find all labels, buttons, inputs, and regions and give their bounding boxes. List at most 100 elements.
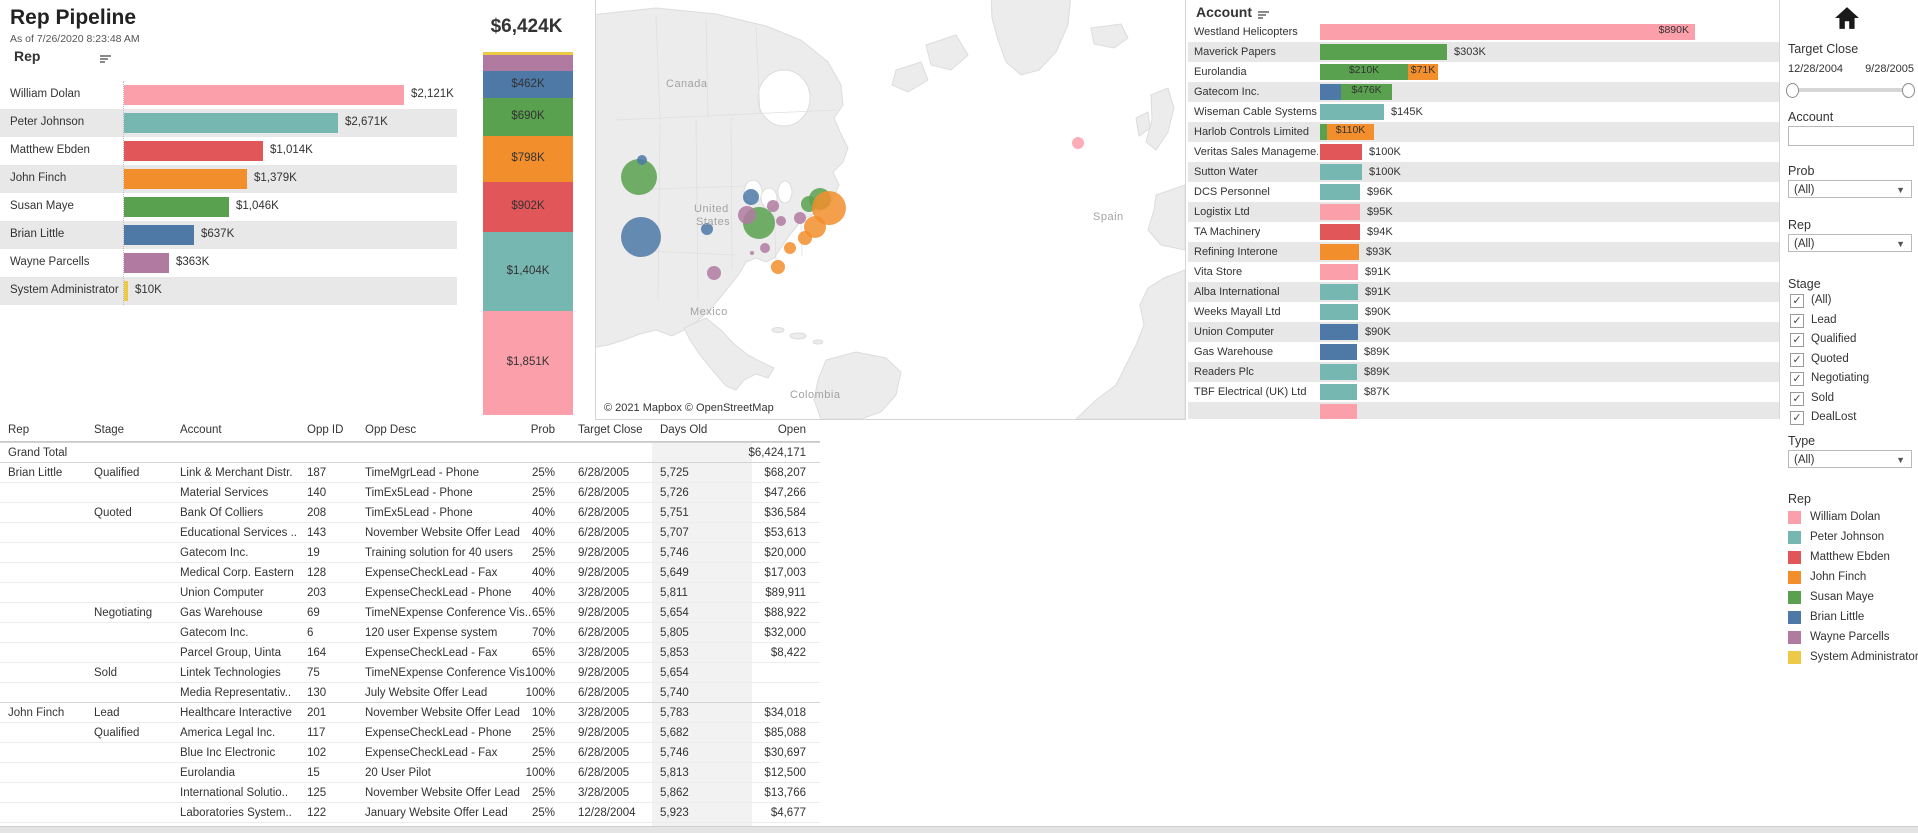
table-row[interactable]: Sold Lintek Technologies 75 TimeNExpense Co…	[0, 662, 820, 683]
total-bar-segment[interactable]	[483, 55, 573, 71]
stage-option-deallost[interactable]: ✓ DealLost	[1790, 410, 1910, 428]
table-row[interactable]: Gatecom Inc. 6 120 user Expense system 70% 6…	[0, 622, 820, 643]
map-bubble[interactable]	[707, 266, 721, 280]
stage-option-qualified[interactable]: ✓ Qualified	[1790, 332, 1910, 350]
legend-item[interactable]: System Administrator	[1788, 650, 1918, 670]
account-bar-segment[interactable]	[1320, 264, 1358, 280]
slider-handle-left[interactable]	[1786, 83, 1799, 98]
checkbox-icon[interactable]: ✓	[1790, 411, 1804, 425]
map-bubble[interactable]	[798, 231, 812, 245]
account-row[interactable]: Vita Store $91K	[1188, 262, 1779, 282]
table-row[interactable]: Qualified America Legal Inc. 117 ExpenseChe…	[0, 722, 820, 743]
map-bubble[interactable]	[776, 216, 786, 226]
table-row[interactable]: Parcel Group, Uinta 164 ExpenseCheckLead -…	[0, 642, 820, 663]
account-row[interactable]: Veritas Sales Manageme.. $100K	[1188, 142, 1779, 162]
account-bar-segment[interactable]	[1320, 164, 1362, 180]
account-bar-segment[interactable]	[1320, 404, 1357, 419]
account-bar-segment[interactable]	[1320, 204, 1360, 220]
map-bubble[interactable]	[812, 191, 846, 225]
map-bubble[interactable]	[750, 251, 754, 255]
account-bar-segment[interactable]	[1320, 184, 1360, 200]
map-canvas[interactable]	[596, 0, 1185, 419]
account-row[interactable]: Alba International $91K	[1188, 282, 1779, 302]
total-bar-segment[interactable]	[483, 52, 573, 55]
prob-filter-dropdown[interactable]: (All) ▼	[1788, 180, 1912, 198]
account-bar-segment[interactable]	[1327, 124, 1374, 140]
table-row[interactable]	[0, 822, 820, 826]
account-bar-segment[interactable]	[1320, 124, 1327, 140]
account-row[interactable]: Union Computer $90K	[1188, 322, 1779, 342]
checkbox-icon[interactable]: ✓	[1790, 313, 1804, 328]
checkbox-icon[interactable]: ✓	[1790, 352, 1804, 367]
rep-bar[interactable]	[124, 281, 128, 301]
account-row[interactable]: Readers Plc $89K	[1188, 362, 1779, 382]
account-bar-segment[interactable]	[1320, 104, 1384, 120]
map-bubble[interactable]	[701, 223, 713, 235]
table-row[interactable]: Gatecom Inc. 19 Training solution for 40 u…	[0, 542, 820, 563]
rep-bar[interactable]	[124, 169, 247, 189]
account-bar-segment[interactable]	[1320, 244, 1359, 260]
stage-option-sold[interactable]: ✓ Sold	[1790, 391, 1910, 409]
checkbox-icon[interactable]: ✓	[1790, 333, 1804, 347]
total-bar-segment[interactable]: $1,404K	[483, 232, 573, 311]
account-row[interactable]: Weeks Mayall Ltd $90K	[1188, 302, 1779, 322]
account-row[interactable]: Wiseman Cable Systems $145K	[1188, 102, 1779, 122]
legend-item[interactable]: Peter Johnson	[1788, 530, 1916, 550]
stage-option-lead[interactable]: ✓ Lead	[1790, 313, 1910, 331]
account-row[interactable]: Eurolandia $210K $71K	[1188, 62, 1779, 82]
table-row[interactable]: Grand Total $6,424,171	[0, 442, 820, 463]
legend-item[interactable]: Brian Little	[1788, 610, 1916, 630]
table-row[interactable]: International Solutio.. 125 November Websi…	[0, 782, 820, 803]
table-row[interactable]: Quoted Bank Of Colliers 208 TimEx5Lead - Ph…	[0, 502, 820, 523]
map-bubble[interactable]	[767, 200, 779, 212]
checkbox-icon[interactable]: ✓	[1790, 372, 1804, 386]
map-bubble[interactable]	[621, 217, 661, 257]
map-bubble[interactable]	[637, 155, 647, 165]
map-bubble[interactable]	[743, 189, 759, 205]
rep-bar[interactable]	[124, 225, 194, 245]
account-row[interactable]: Gas Warehouse $89K	[1188, 342, 1779, 362]
total-bar-segment[interactable]: $798K	[483, 136, 573, 182]
account-row[interactable]: Gatecom Inc. $476K	[1188, 82, 1779, 102]
account-row[interactable]: TA Machinery $94K	[1188, 222, 1779, 242]
rep-bar[interactable]	[124, 197, 229, 217]
account-bar-segment[interactable]	[1408, 64, 1438, 80]
rep-row[interactable]: Peter Johnson $2,671K	[0, 109, 457, 137]
map-bubble[interactable]	[771, 260, 785, 274]
account-row[interactable]: Harlob Controls Limited $110K	[1188, 122, 1779, 142]
map-bubble[interactable]	[738, 206, 756, 224]
rep-bar[interactable]	[124, 253, 169, 273]
horizontal-scrollbar[interactable]	[0, 826, 1918, 833]
rep-filter-dropdown[interactable]: (All) ▼	[1788, 234, 1912, 252]
account-row[interactable]: Maverick Papers $303K	[1188, 42, 1779, 62]
account-bar-segment[interactable]	[1320, 64, 1408, 80]
total-bar-segment[interactable]: $902K	[483, 182, 573, 232]
account-row[interactable]: Westland Helicopters $890K	[1188, 22, 1779, 42]
map-bubble[interactable]	[784, 242, 796, 254]
rep-row[interactable]: Wayne Parcells $363K	[0, 249, 457, 277]
account-row[interactable]: Refining Interone $93K	[1188, 242, 1779, 262]
table-row[interactable]: Media Representativ.. 130 July Website Off…	[0, 682, 820, 703]
home-button[interactable]	[1834, 6, 1864, 34]
rep-row[interactable]: Brian Little $637K	[0, 221, 457, 249]
account-bar-segment[interactable]	[1320, 224, 1360, 240]
map-bubble[interactable]	[621, 159, 657, 195]
table-row[interactable]: Laboratories System.. 122 January Website …	[0, 802, 820, 823]
table-row[interactable]: Union Computer 203 ExpenseCheckLead - Phon…	[0, 582, 820, 603]
table-row[interactable]: Material Services 140 TimEx5Lead - Phone 25…	[0, 482, 820, 503]
map-bubble[interactable]	[760, 243, 770, 253]
account-filter-input[interactable]	[1788, 126, 1914, 146]
account-bar-segment[interactable]	[1320, 44, 1447, 60]
account-bar-segment[interactable]	[1320, 24, 1695, 40]
table-row[interactable]: John Finch Lead Healthcare Interactive 201 N…	[0, 702, 820, 723]
stage-option-all[interactable]: ✓ (All)	[1790, 293, 1910, 311]
stage-option-quoted[interactable]: ✓ Quoted	[1790, 352, 1910, 370]
sort-icon[interactable]	[1258, 11, 1270, 21]
legend-item[interactable]: Susan Maye	[1788, 590, 1916, 610]
rep-bar[interactable]	[124, 85, 404, 105]
target-close-slider-track[interactable]	[1792, 88, 1910, 92]
checkbox-icon[interactable]: ✓	[1790, 391, 1804, 406]
legend-item[interactable]: John Finch	[1788, 570, 1916, 590]
rep-row[interactable]: John Finch $1,379K	[0, 165, 457, 193]
account-row[interactable]	[1188, 402, 1779, 419]
